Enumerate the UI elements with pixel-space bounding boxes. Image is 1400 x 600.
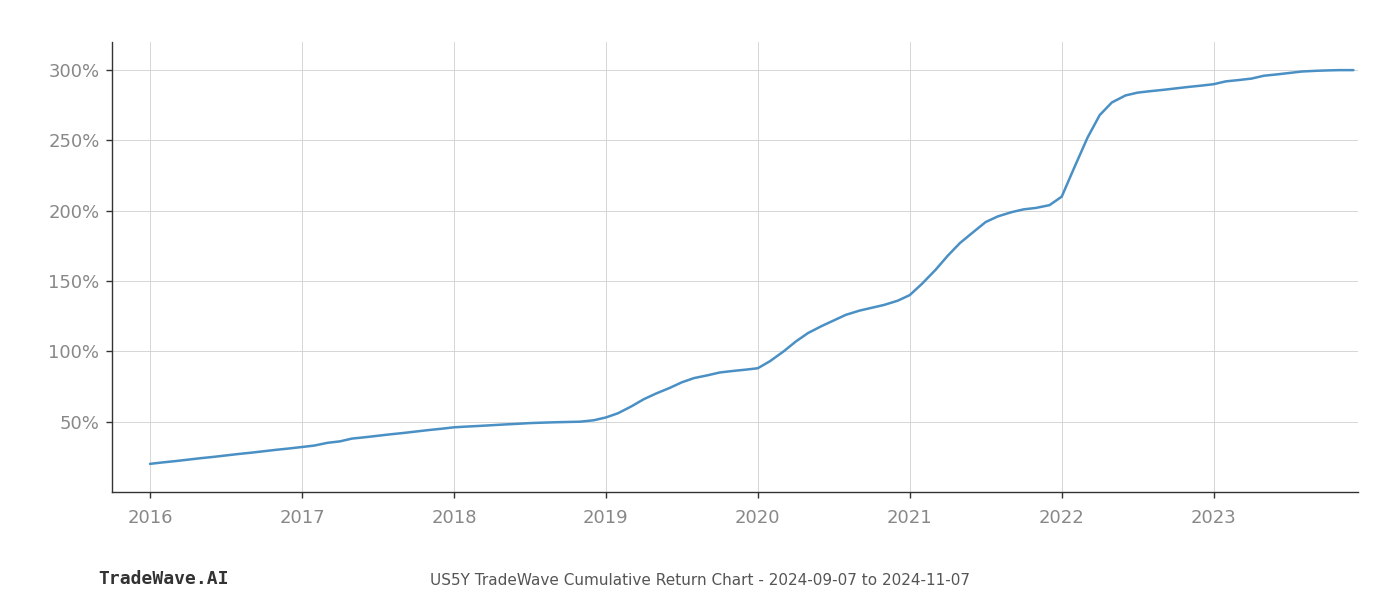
Text: US5Y TradeWave Cumulative Return Chart - 2024-09-07 to 2024-11-07: US5Y TradeWave Cumulative Return Chart -… [430, 573, 970, 588]
Text: TradeWave.AI: TradeWave.AI [98, 570, 228, 588]
